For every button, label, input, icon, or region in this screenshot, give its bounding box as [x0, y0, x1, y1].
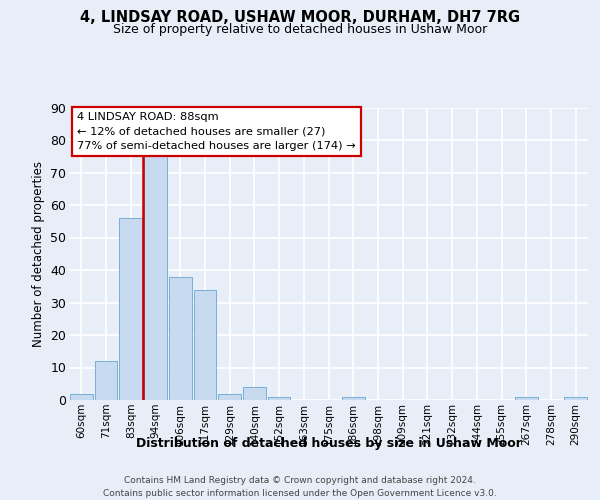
Bar [144, 156, 167, 400]
Bar [564, 397, 587, 400]
Bar [515, 397, 538, 400]
Text: 4 LINDSAY ROAD: 88sqm
← 12% of detached houses are smaller (27)
77% of semi-deta: 4 LINDSAY ROAD: 88sqm ← 12% of detached … [77, 112, 355, 150]
Text: 4, LINDSAY ROAD, USHAW MOOR, DURHAM, DH7 7RG: 4, LINDSAY ROAD, USHAW MOOR, DURHAM, DH7… [80, 10, 520, 25]
Text: Contains HM Land Registry data © Crown copyright and database right 2024.
Contai: Contains HM Land Registry data © Crown c… [103, 476, 497, 498]
Bar [169, 276, 191, 400]
Bar [119, 218, 142, 400]
Text: Size of property relative to detached houses in Ushaw Moor: Size of property relative to detached ho… [113, 23, 487, 36]
Text: Distribution of detached houses by size in Ushaw Moor: Distribution of detached houses by size … [136, 438, 522, 450]
Bar [95, 361, 118, 400]
Bar [218, 394, 241, 400]
Bar [243, 387, 266, 400]
Bar [268, 397, 290, 400]
Bar [342, 397, 365, 400]
Bar [70, 394, 93, 400]
Y-axis label: Number of detached properties: Number of detached properties [32, 161, 44, 347]
Bar [194, 290, 216, 400]
